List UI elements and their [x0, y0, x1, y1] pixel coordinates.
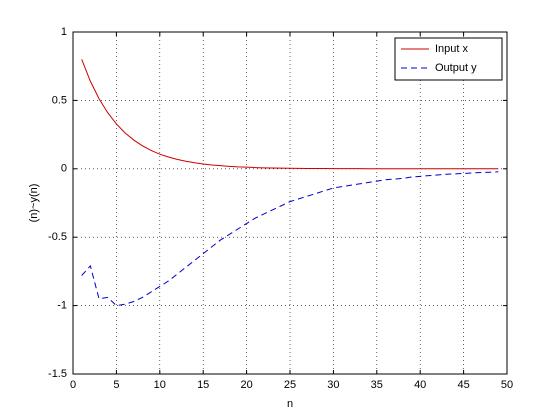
x-tick-label: 50 [501, 379, 513, 391]
axes-box [72, 31, 508, 375]
x-tick-label: 10 [154, 379, 166, 391]
plot-area [73, 32, 507, 374]
y-axis-label: (n)~y(n) [28, 184, 40, 223]
y-tick-label: -1 [57, 300, 67, 312]
y-tick-label: 1 [61, 26, 67, 38]
x-tick-label: 40 [414, 379, 426, 391]
x-tick-label: 45 [457, 379, 469, 391]
legend-box [394, 37, 503, 81]
x-tick-label: 0 [70, 379, 76, 391]
legend-label: Input x [435, 43, 469, 55]
x-tick-label: 30 [327, 379, 339, 391]
x-tick-label: 5 [113, 379, 119, 391]
x-axis-label: n [287, 398, 293, 410]
y-tick-label: -1.5 [48, 368, 67, 380]
x-tick-label: 20 [240, 379, 252, 391]
x-tick-label: 35 [371, 379, 383, 391]
y-tick-label: 0.5 [52, 94, 67, 106]
series-line [81, 59, 499, 170]
series-line [81, 171, 499, 307]
x-tick-label: 15 [197, 379, 209, 391]
x-tick-label: 25 [284, 379, 296, 391]
legend-label: Output y [435, 62, 477, 74]
y-tick-label: -0.5 [48, 231, 67, 243]
y-tick-label: 0 [61, 163, 67, 175]
